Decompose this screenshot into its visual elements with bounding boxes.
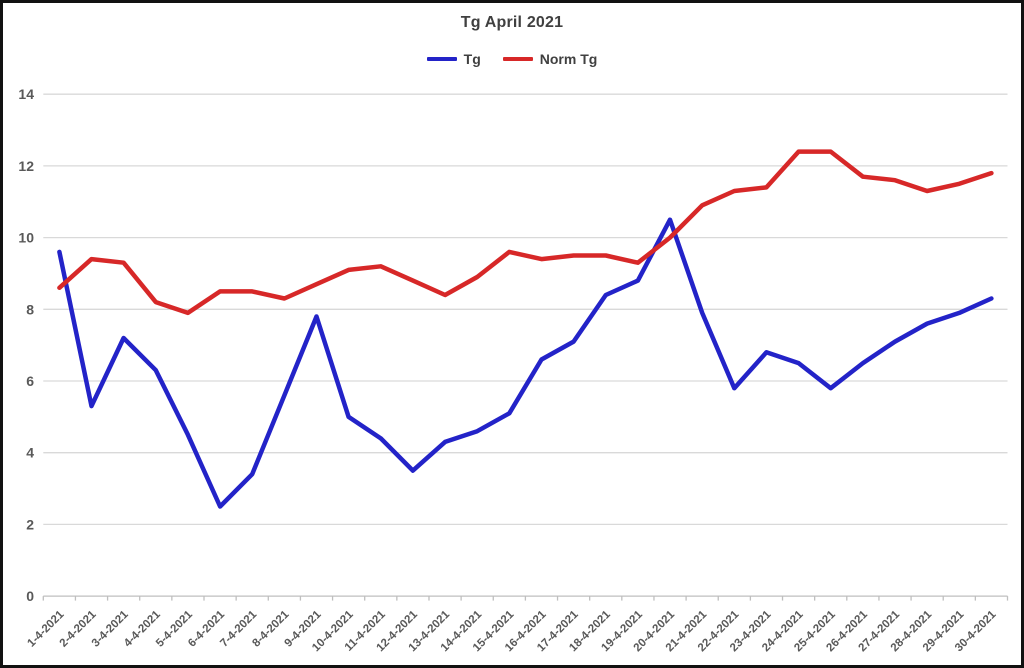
y-axis-label: 2 <box>26 516 34 532</box>
y-axis-label: 4 <box>26 445 34 461</box>
legend-label-norm-tg: Norm Tg <box>539 51 598 67</box>
y-axis-label: 8 <box>26 301 34 317</box>
y-axis-label: 10 <box>18 230 34 246</box>
y-axis-label: 0 <box>26 588 34 604</box>
legend-item-tg: Tg <box>426 51 481 67</box>
y-axis-label: 14 <box>18 86 34 102</box>
y-axis-label: 6 <box>26 373 34 389</box>
chart-title: Tg April 2021 <box>460 14 564 31</box>
chart-legend: Tg Norm Tg <box>3 51 1021 67</box>
norm-tg-series-line <box>57 149 994 316</box>
norm-tg-line-swatch <box>502 57 533 61</box>
tg-series-line <box>57 217 994 509</box>
legend-label-tg: Tg <box>463 51 481 67</box>
legend-item-norm-tg: Norm Tg <box>502 51 598 67</box>
y-axis-label: 12 <box>18 158 34 174</box>
tg-line-swatch <box>426 57 457 61</box>
chart-canvas: 024681012141-4-20212-4-20213-4-20214-4-2… <box>18 86 1009 654</box>
